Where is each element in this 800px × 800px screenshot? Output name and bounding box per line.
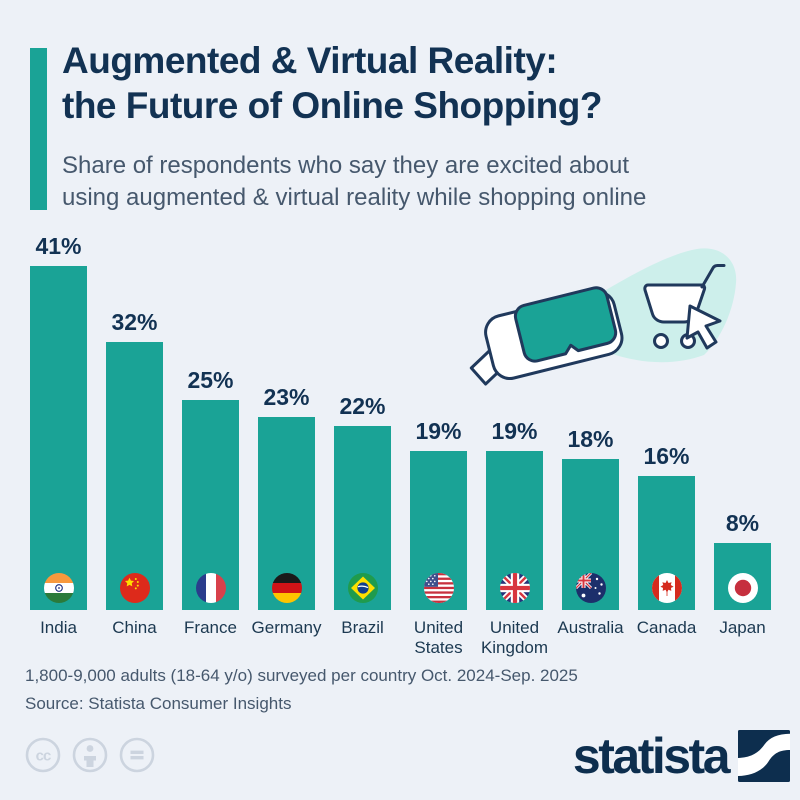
bar	[258, 417, 315, 610]
bar-column-united-kingdom: 19% United Kingdom	[481, 418, 548, 657]
equals-icon[interactable]	[118, 736, 156, 774]
bar-column-united-states: 19% United States	[410, 418, 467, 657]
bar-column-australia: 18% Australia	[557, 426, 623, 654]
title-line-2: the Future of Online Shopping?	[62, 85, 602, 126]
mouse-cursor-icon	[685, 304, 722, 350]
bar	[334, 426, 391, 610]
statista-logo-mark-icon	[738, 730, 790, 782]
bar-country-label: United Kingdom	[480, 618, 549, 657]
bar	[106, 342, 163, 610]
cc-icon[interactable]: cc	[24, 736, 62, 774]
bar	[182, 400, 239, 610]
bar-country-label: United States	[413, 618, 464, 657]
bar-country-label: France	[184, 618, 237, 637]
bar-value-label: 23%	[263, 384, 310, 410]
bar-value-label: 19%	[491, 418, 538, 444]
bar-country-label: Germany	[251, 618, 322, 637]
bar-chart: 41% India 32% China 25% France 23% Germany 22% Br…	[30, 233, 771, 657]
bar-value-label: 18%	[567, 426, 614, 452]
bar-value-label: 8%	[725, 510, 760, 536]
bar	[714, 543, 771, 610]
vr-headset-beaming-shopping-cart-illustration	[469, 248, 737, 386]
germany-flag-icon	[271, 573, 302, 603]
bar-value-label: 32%	[111, 309, 158, 335]
subtitle-line-2: using augmented & virtual reality while …	[62, 184, 647, 211]
bar-column-china: 32% China	[106, 309, 163, 654]
bar-country-label: Australia	[557, 618, 624, 637]
bar	[562, 459, 619, 610]
brazil-flag-icon	[347, 573, 378, 603]
survey-note: 1,800-9,000 adults (18-64 y/o) surveyed …	[25, 666, 578, 685]
source-note: Source: Statista Consumer Insights	[25, 694, 292, 713]
bar-country-label: Japan	[719, 618, 766, 637]
bar-value-label: 22%	[339, 393, 386, 419]
japan-flag-icon	[727, 573, 758, 603]
bar-country-label: India	[40, 618, 77, 637]
bar-column-germany: 23% Germany	[252, 384, 322, 654]
france-flag-icon	[195, 573, 226, 603]
vr-headset-icon	[469, 286, 624, 386]
bar-country-label: Canada	[636, 618, 697, 637]
attribution-person-icon[interactable]	[71, 736, 109, 774]
united-kingdom-flag-icon	[499, 573, 530, 603]
china-flag-icon	[119, 573, 150, 603]
bar-value-label: 25%	[187, 367, 234, 393]
bar	[486, 451, 543, 610]
bar	[638, 476, 695, 610]
canada-flag-icon	[651, 573, 682, 603]
india-flag-icon	[43, 573, 74, 603]
bar-column-india: 41% India	[30, 233, 87, 654]
bar-value-label: 41%	[35, 233, 82, 259]
bar	[30, 266, 87, 610]
bar-column-france: 25% France	[182, 367, 239, 654]
australia-flag-icon	[575, 573, 606, 603]
bar-country-label: China	[112, 618, 157, 637]
subtitle-line-1: Share of respondents who say they are ex…	[62, 152, 630, 179]
chart-subtitle: Share of respondents who say they are ex…	[62, 150, 646, 214]
united-states-flag-icon	[423, 573, 454, 603]
page-title: Augmented & Virtual Reality: the Future o…	[62, 38, 602, 128]
bar-value-label: 19%	[415, 418, 462, 444]
bar-column-japan: 8% Japan	[714, 510, 771, 654]
statista-logo[interactable]: statista	[573, 726, 790, 786]
bar-column-canada: 16% Canada	[637, 443, 697, 654]
bar-column-brazil: 22% Brazil	[334, 393, 391, 654]
bar-country-label: Brazil	[341, 618, 384, 637]
title-accent-bar	[30, 48, 47, 210]
license-icons: cc	[24, 736, 156, 774]
bar	[410, 451, 467, 610]
svg-text:cc: cc	[36, 748, 51, 765]
statista-wordmark: statista	[572, 728, 731, 784]
bar-value-label: 16%	[643, 443, 690, 469]
title-line-1: Augmented & Virtual Reality:	[62, 40, 558, 81]
